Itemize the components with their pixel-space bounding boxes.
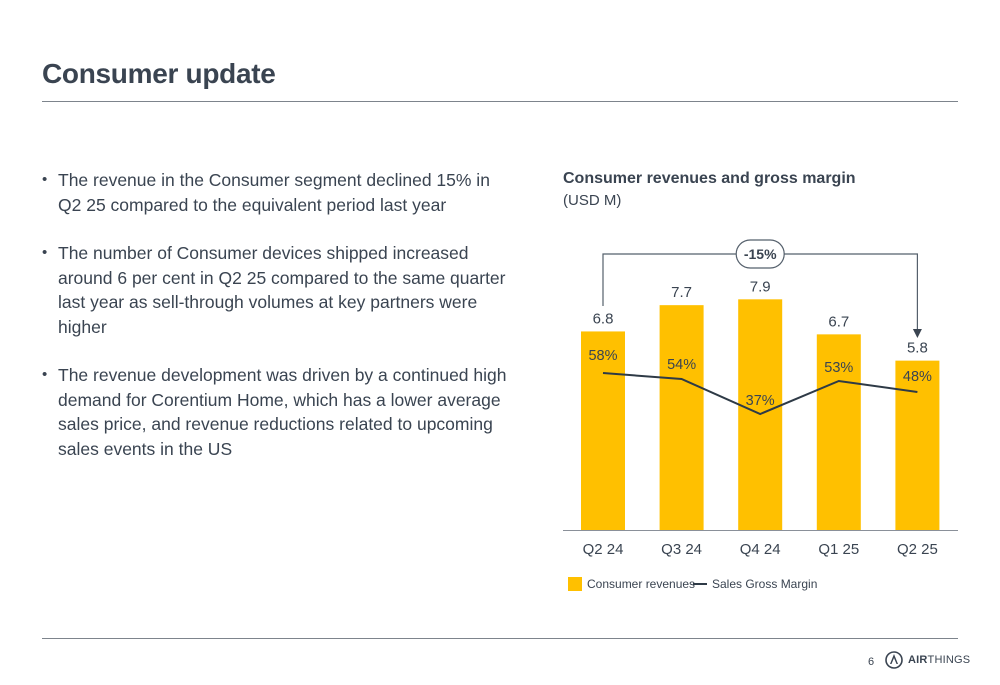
margin-data-label: 37% — [746, 393, 775, 409]
bullet-item: The revenue development was driven by a … — [42, 363, 512, 461]
bar-value-label: 7.7 — [671, 284, 692, 301]
title-divider — [42, 101, 958, 102]
airthings-logo: AIRTHINGS — [885, 650, 970, 670]
page-title: Consumer update — [42, 58, 276, 89]
margin-data-label: 58% — [588, 348, 617, 364]
bullet-item: The revenue in the Consumer segment decl… — [42, 168, 512, 217]
bar-value-label: 6.7 — [828, 313, 849, 330]
chart-title: Consumer revenues and gross margin — [563, 170, 856, 187]
bar-consumer-revenue — [659, 305, 704, 530]
x-tick-label: Q3 24 — [661, 541, 702, 558]
airthings-logo-icon — [885, 651, 903, 669]
bullet-item: The number of Consumer devices shipped i… — [42, 241, 512, 339]
margin-data-label: 48% — [903, 369, 932, 385]
bar-consumer-revenue — [581, 331, 625, 530]
bar-consumer-revenue — [895, 360, 940, 530]
bar-consumer-revenue — [816, 334, 861, 530]
annotation-bracket — [602, 253, 919, 330]
x-tick-label: Q1 25 — [818, 541, 859, 558]
logo-text-bold: AIR — [908, 654, 928, 666]
page-number: 6 — [868, 656, 875, 668]
x-tick-label: Q2 25 — [897, 541, 938, 558]
bullet-list: The revenue in the Consumer segment decl… — [42, 168, 512, 485]
bar-value-label: 6.8 — [593, 310, 614, 327]
series-line-gross-margin — [602, 372, 918, 416]
x-tick-label: Q2 24 — [583, 541, 624, 558]
legend-label-sales-gross-margin: Sales Gross Margin — [712, 577, 817, 591]
bar-consumer-revenue — [738, 299, 783, 530]
bar-value-label: 7.9 — [750, 278, 771, 295]
footer-divider — [42, 638, 958, 639]
annotation-arrow-head — [912, 329, 922, 338]
legend-swatch-consumer-revenues — [568, 577, 582, 591]
logo-text: AIRTHINGS — [908, 654, 970, 666]
bar-value-label: 5.8 — [907, 340, 928, 357]
chart-subtitle: (USD M) — [563, 192, 622, 209]
annotation-badge — [735, 239, 785, 269]
logo-text-rest: THINGS — [927, 654, 971, 666]
annotation-label: -15% — [744, 246, 777, 262]
x-tick-label: Q4 24 — [740, 541, 781, 558]
margin-data-label: 54% — [667, 357, 696, 373]
legend-label-consumer-revenues: Consumer revenues — [587, 577, 695, 591]
margin-data-label: 53% — [824, 360, 853, 376]
